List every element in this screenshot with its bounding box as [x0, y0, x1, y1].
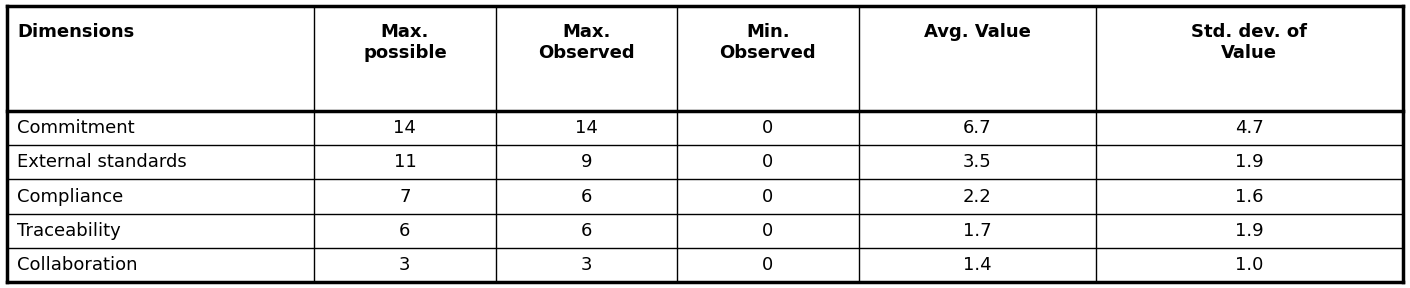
Text: 14: 14 [575, 119, 598, 137]
Text: 6: 6 [581, 222, 592, 240]
Text: 7: 7 [399, 187, 410, 206]
Text: 1.0: 1.0 [1235, 256, 1263, 274]
Text: Traceability: Traceability [17, 222, 121, 240]
Text: 1.9: 1.9 [1235, 153, 1263, 171]
Text: 6.7: 6.7 [963, 119, 991, 137]
Text: Std. dev. of
Value: Std. dev. of Value [1191, 23, 1307, 62]
Text: Avg. Value: Avg. Value [924, 23, 1031, 41]
Text: 0: 0 [763, 222, 774, 240]
Text: Collaboration: Collaboration [17, 256, 137, 274]
Text: Min.
Observed: Min. Observed [719, 23, 816, 62]
Text: 0: 0 [763, 256, 774, 274]
Text: Max.
Observed: Max. Observed [539, 23, 634, 62]
Text: Dimensions: Dimensions [17, 23, 134, 41]
Text: 3: 3 [399, 256, 410, 274]
Text: 14: 14 [393, 119, 416, 137]
Text: 1.9: 1.9 [1235, 222, 1263, 240]
Text: 9: 9 [581, 153, 592, 171]
Text: External standards: External standards [17, 153, 186, 171]
Text: 0: 0 [763, 153, 774, 171]
Text: 1.6: 1.6 [1235, 187, 1263, 206]
Text: 2.2: 2.2 [963, 187, 991, 206]
Text: 3.5: 3.5 [963, 153, 991, 171]
Text: 0: 0 [763, 187, 774, 206]
Text: 11: 11 [393, 153, 416, 171]
Text: 0: 0 [763, 119, 774, 137]
Text: Compliance: Compliance [17, 187, 123, 206]
Text: 3: 3 [581, 256, 592, 274]
Text: 6: 6 [581, 187, 592, 206]
Text: Max.
possible: Max. possible [362, 23, 447, 62]
Text: 1.4: 1.4 [963, 256, 991, 274]
Text: 6: 6 [399, 222, 410, 240]
Text: 1.7: 1.7 [963, 222, 991, 240]
Text: Commitment: Commitment [17, 119, 134, 137]
Text: 4.7: 4.7 [1235, 119, 1263, 137]
